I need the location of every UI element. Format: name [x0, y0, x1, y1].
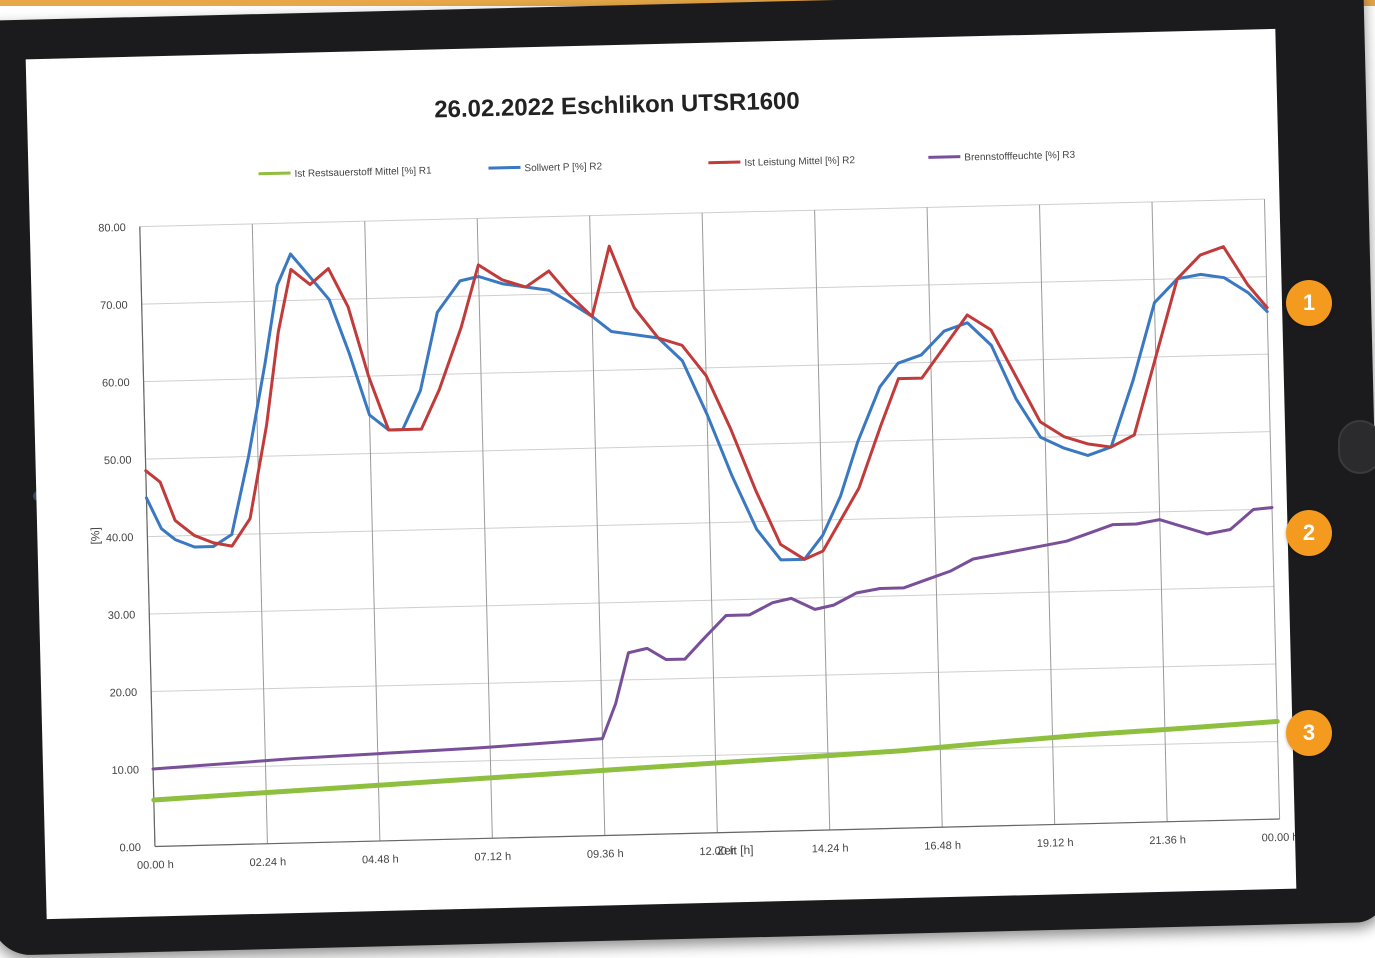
y-tick-label: 20.00 [110, 687, 138, 700]
chart-title: 26.02.2022 Eschlikon UTSR1600 [434, 88, 800, 124]
legend-label-3: Ist Leistung Mittel [%] R2 [744, 155, 855, 169]
x-tick-label: 14.24 h [812, 843, 849, 856]
y-axis-line [139, 226, 156, 847]
y-tick-label: 60.00 [102, 377, 130, 390]
x-gridline [1263, 199, 1281, 820]
x-gridline [251, 223, 268, 844]
annotation-badge-3: 3 [1286, 710, 1332, 756]
legend-swatch-3 [708, 160, 741, 165]
x-axis-title: Zeit [h] [717, 843, 754, 858]
y-tick-label: 10.00 [111, 764, 139, 777]
y-tick-label: 80.00 [98, 222, 126, 235]
y-tick-label: 40.00 [106, 532, 134, 545]
x-tick-label: 00.00 h [1262, 832, 1297, 845]
home-button[interactable] [1338, 420, 1375, 474]
legend-label-2: Sollwert P [%] R2 [524, 161, 602, 174]
legend-swatch-4 [928, 155, 961, 159]
x-tick-label: 12.00 h [699, 845, 736, 858]
x-gridline [476, 218, 493, 839]
y-axis-title: [%] [88, 527, 102, 545]
legend-label-4: Brennstofffeuchte [%] R3 [964, 150, 1075, 164]
x-tick-label: 16.48 h [924, 840, 961, 853]
x-tick-label: 00.00 h [137, 859, 174, 872]
series-line-3 [144, 244, 1269, 561]
x-tick-label: 07.12 h [474, 851, 511, 864]
series-line-4 [151, 505, 1274, 771]
x-gridline [364, 221, 381, 841]
x-gridline [926, 207, 943, 828]
line-chart: 0.00 10.00 20.00 30.00 40.00 50.00 60.00 70.00 8… [88, 88, 1297, 872]
x-tick-label: 19.12 h [1037, 837, 1074, 850]
grid-layer [139, 198, 1281, 847]
x-tick-label: 21.36 h [1149, 834, 1186, 847]
series-line-1 [151, 718, 1280, 803]
tablet-screen: 0.00 10.00 20.00 30.00 40.00 50.00 60.00 70.00 8… [25, 28, 1297, 920]
x-tick-label: 04.48 h [362, 854, 399, 867]
x-gridline [1039, 204, 1056, 825]
legend-layer: Ist Restsauerstoff Mittel [%] R1 Sollwert… [258, 150, 1076, 180]
y-tick-label: 70.00 [100, 299, 128, 312]
x-gridline [589, 215, 606, 836]
x-tick-label: 02.24 h [249, 856, 286, 869]
series-layer [144, 244, 1280, 803]
y-tick-label: 0.00 [119, 842, 141, 855]
x-gridline [701, 212, 718, 833]
annotation-badge-1: 1 [1286, 280, 1332, 326]
y-tick-label: 30.00 [108, 609, 136, 622]
x-tick-label: 09.36 h [587, 848, 624, 861]
legend-swatch-1 [258, 171, 291, 176]
legend-label-1: Ist Restsauerstoff Mittel [%] R1 [294, 166, 432, 180]
legend-swatch-2 [488, 165, 521, 170]
y-tick-label: 50.00 [104, 454, 132, 467]
x-axis-line [154, 818, 1280, 848]
x-gridline [814, 210, 831, 830]
annotation-badge-2: 2 [1286, 510, 1332, 556]
axis-layer: 0.00 10.00 20.00 30.00 40.00 50.00 60.00 70.00 8… [98, 222, 1297, 872]
